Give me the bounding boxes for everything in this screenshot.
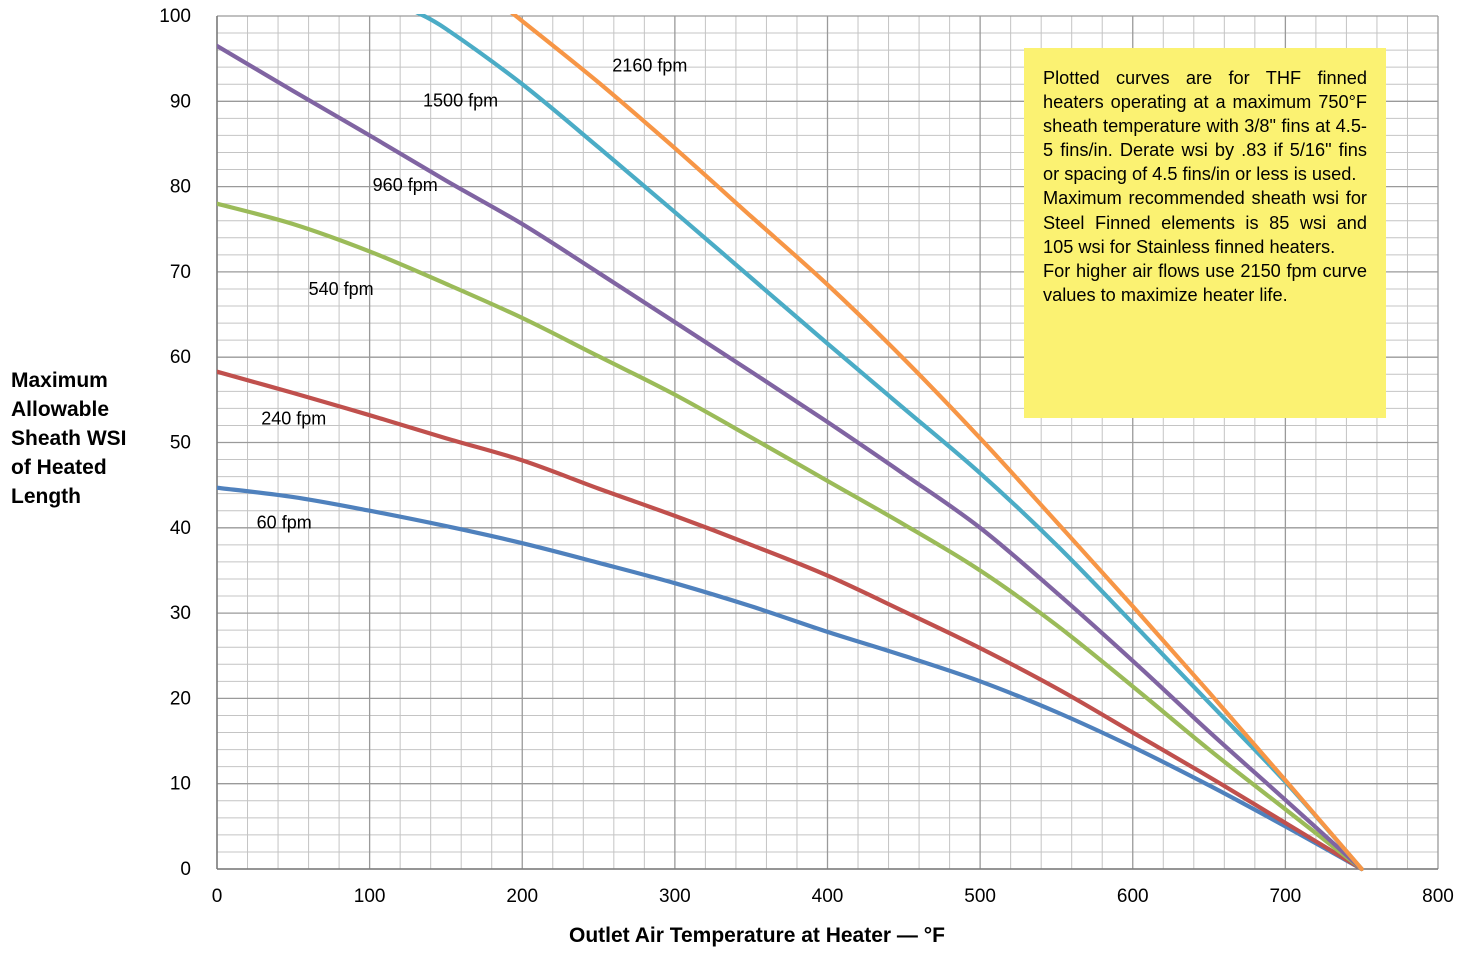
series-line-60-fpm bbox=[217, 485, 1364, 872]
y-tick-label: 10 bbox=[170, 774, 191, 795]
tick-labels: 0 100 200 300 400 500 600 700 800 0 10 20 30 40 50 60 70… bbox=[159, 6, 1454, 907]
series-line-960-fpm bbox=[217, 43, 1364, 872]
series-line-1500-fpm bbox=[415, 14, 1364, 872]
x-tick-label: 700 bbox=[1270, 886, 1302, 907]
curve-label: 60 fpm bbox=[257, 513, 312, 533]
y-axis-label-line: Length bbox=[11, 485, 81, 508]
curve-label: 240 fpm bbox=[261, 409, 326, 429]
x-tick-label: 500 bbox=[964, 886, 996, 907]
curve-label: 1500 fpm bbox=[423, 90, 498, 110]
series-layer bbox=[217, 14, 1364, 872]
y-tick-label: 50 bbox=[170, 433, 191, 454]
y-axis-label-line: Allowable bbox=[11, 398, 110, 421]
y-axis-label-line: Maximum bbox=[11, 369, 108, 392]
annotation-box: Plotted curves are for THF finned heater… bbox=[1024, 48, 1386, 418]
x-tick-label: 400 bbox=[812, 886, 844, 907]
annotation-paragraph: Maximum recommended sheath wsi for Steel… bbox=[1043, 188, 1367, 257]
series-line-240-fpm bbox=[217, 369, 1364, 872]
y-tick-label: 80 bbox=[170, 177, 191, 198]
x-tick-label: 100 bbox=[354, 886, 386, 907]
x-tick-label: 800 bbox=[1422, 886, 1454, 907]
y-axis-label: Maximum Allowable Sheath WSI of Heated L… bbox=[11, 366, 161, 511]
curve-label: 2160 fpm bbox=[612, 55, 687, 75]
annotation-paragraph: Plotted curves are for THF finned heater… bbox=[1043, 68, 1367, 185]
y-tick-label: 70 bbox=[170, 262, 191, 283]
y-tick-label: 20 bbox=[170, 688, 191, 709]
curve-label: 540 fpm bbox=[309, 279, 374, 299]
series-line-2160-fpm bbox=[509, 14, 1364, 872]
y-axis-label-line: of Heated bbox=[11, 456, 107, 479]
x-tick-label: 300 bbox=[659, 886, 691, 907]
curve-labels: 2160 fpm 1500 fpm 960 fpm 540 fpm 240 fpm 60 … bbox=[257, 55, 688, 532]
y-tick-label: 60 bbox=[170, 347, 191, 368]
x-axis-label: Outlet Air Temperature at Heater — °F bbox=[569, 924, 945, 947]
curve-label: 960 fpm bbox=[373, 175, 438, 195]
y-tick-label: 40 bbox=[170, 518, 191, 539]
x-tick-label: 200 bbox=[506, 886, 538, 907]
y-axis-label-line: Sheath WSI bbox=[11, 427, 127, 450]
y-tick-label: 100 bbox=[159, 6, 191, 27]
series-line-540-fpm bbox=[217, 201, 1364, 872]
y-tick-label: 0 bbox=[180, 859, 191, 880]
x-tick-label: 600 bbox=[1117, 886, 1149, 907]
x-tick-label: 0 bbox=[212, 886, 223, 907]
y-tick-label: 90 bbox=[170, 91, 191, 112]
y-tick-label: 30 bbox=[170, 603, 191, 624]
annotation-paragraph: For higher air flows use 2150 fpm curve … bbox=[1043, 260, 1367, 305]
